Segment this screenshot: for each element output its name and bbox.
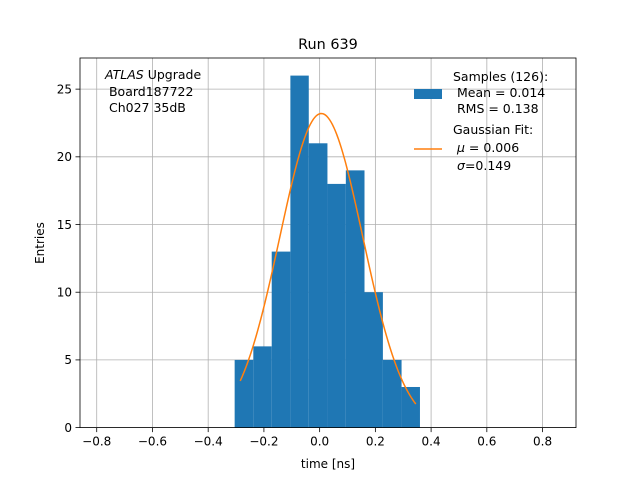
x-tick-label: −0.2 [249, 435, 278, 449]
y-tick-label: 15 [57, 218, 72, 232]
info-annotation: ATLAS Upgrade Board187722 Ch027 35dB [104, 67, 201, 115]
x-tick-label: 0.0 [310, 435, 329, 449]
histogram-bar [382, 359, 402, 428]
y-axis-label: Entries [33, 222, 47, 264]
x-tick-label: −0.6 [138, 435, 167, 449]
x-axis-label: time [ns] [301, 457, 355, 471]
histogram-bar [290, 75, 309, 428]
histogram-bar [271, 251, 291, 428]
gaussian-fit-layer [239, 112, 417, 405]
atlas-label: ATLAS [104, 67, 144, 82]
histogram-bar [253, 346, 272, 428]
histogram-bar [401, 386, 420, 428]
legend-samples-title: Samples (126): [453, 69, 548, 84]
y-tick-label: 25 [57, 82, 72, 96]
y-tick-label: 20 [57, 150, 72, 164]
y-axis-ticks: 0 5 10 15 20 25 [57, 82, 80, 435]
channel-label: Ch027 35dB [105, 100, 186, 115]
legend: Samples (126): Mean = 0.014 RMS = 0.138 … [414, 69, 548, 173]
histogram-bar [308, 143, 328, 428]
x-tick-label: −0.4 [194, 435, 223, 449]
histogram-bars [234, 75, 420, 428]
mu-symbol: μ [456, 140, 465, 155]
sigma-symbol: σ [457, 158, 466, 173]
legend-fit-sigma: σ=0.149 [457, 158, 511, 173]
histogram-bar [234, 359, 254, 428]
x-axis-ticks: −0.8 −0.6 −0.4 −0.2 0.0 0.2 0.4 0.6 0.8 [82, 427, 552, 449]
annotation-line-1: ATLAS Upgrade [104, 67, 201, 82]
gaussian-fit-curve [239, 112, 417, 405]
histogram-bar [364, 292, 383, 428]
x-tick-label: 0.6 [477, 435, 496, 449]
x-tick-label: 0.4 [422, 435, 441, 449]
legend-samples-swatch [414, 89, 442, 99]
mu-value: = 0.006 [465, 140, 519, 155]
sigma-value: =0.149 [465, 158, 511, 173]
board-label: Board187722 [105, 84, 193, 99]
y-tick-label: 0 [64, 421, 72, 435]
legend-fit-title: Gaussian Fit: [453, 122, 533, 137]
y-tick-label: 5 [64, 353, 72, 367]
x-tick-label: 0.8 [533, 435, 552, 449]
axes-frame [79, 57, 577, 429]
legend-samples-mean: Mean = 0.014 [453, 85, 545, 100]
y-tick-label: 10 [57, 286, 72, 300]
legend-fit-mu: μ = 0.006 [456, 140, 519, 155]
chart-title: Run 639 [298, 37, 358, 53]
histogram-bar [327, 183, 346, 428]
legend-samples-rms: RMS = 0.138 [453, 101, 539, 116]
upgrade-label: Upgrade [144, 67, 202, 82]
x-tick-label: −0.8 [82, 435, 111, 449]
x-tick-label: 0.2 [366, 435, 385, 449]
histogram-bar [345, 170, 365, 428]
